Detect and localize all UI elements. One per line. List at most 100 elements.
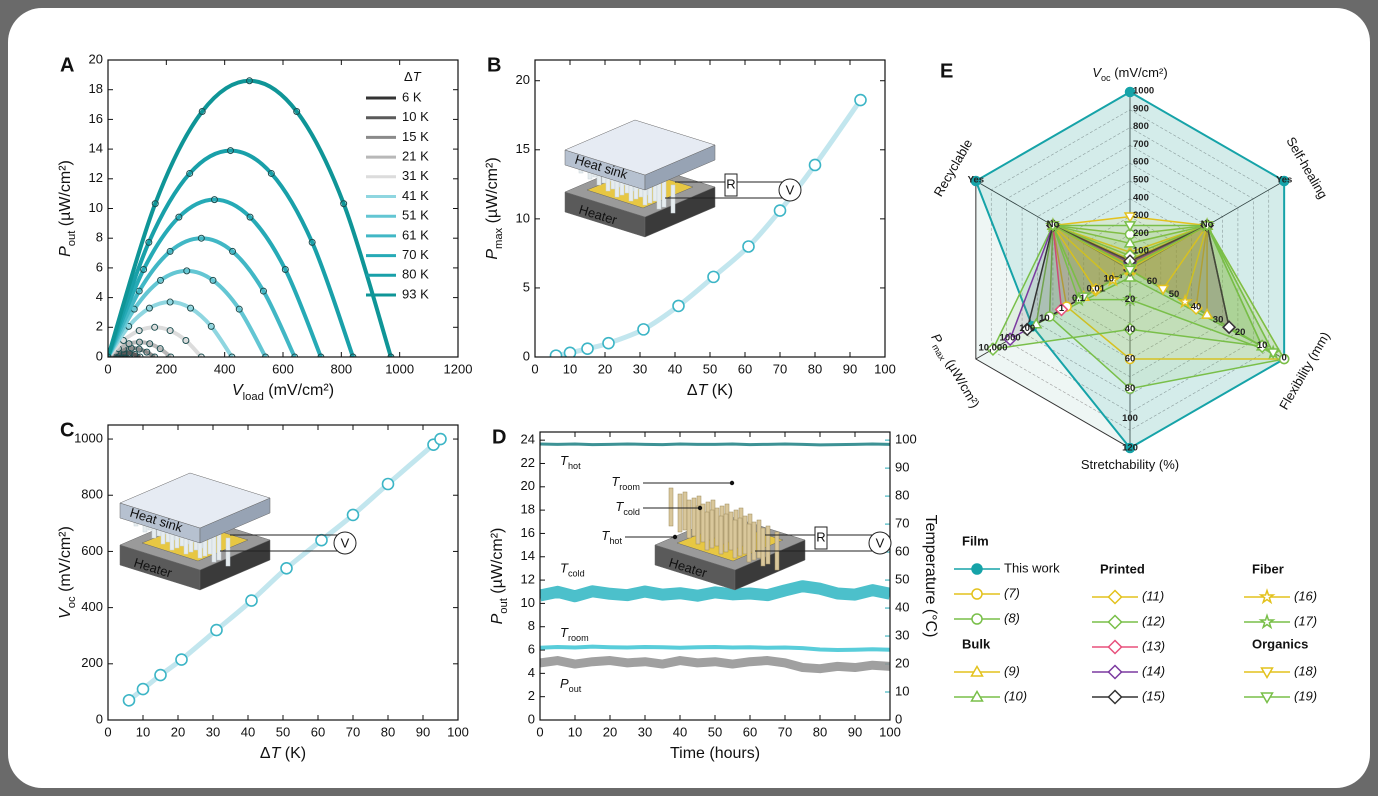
legend-marker [972,614,982,624]
radar-tick-label: 80 [1125,383,1136,394]
radar-tick-label: Yes [1276,175,1292,186]
y-tick-label: 20 [89,51,103,66]
y2-axis-label: Temperature (°C) [922,515,939,638]
y2-tick-label: 10 [895,683,909,698]
point [246,595,257,606]
x-tick-label: 20 [171,724,185,739]
x-tick-label: 70 [778,724,792,739]
legend-label: 61 K [402,227,429,242]
point [124,695,135,706]
y-tick-label: 18 [521,502,535,517]
radar-tick-label: 0.01 [1086,283,1105,294]
x-axis-label-part: Δ [687,382,698,399]
radar-tick-label: 40 [1125,324,1136,335]
y-tick-label: 14 [521,548,535,563]
radar-tick-label: No [1201,219,1214,230]
legend-label: 70 K [402,247,429,262]
panel-letter: D [492,426,506,448]
y-axis-label-part: P [489,613,506,624]
pillar [692,498,696,536]
radar-axis-label-part: oc [1101,74,1111,84]
x-tick-label: 100 [879,724,901,739]
legend-label: 93 K [402,286,429,301]
legend-label: 80 K [402,267,429,282]
trace [540,444,890,445]
point [603,338,614,349]
x-tick-label: 80 [808,361,822,376]
point [348,509,359,520]
y-axis-label-part: P [57,246,74,257]
radar-tick-label: 400 [1133,192,1149,203]
y-tick-label: 8 [528,618,535,633]
x-tick-label: 50 [276,724,290,739]
legend-label: (8) [1004,610,1020,625]
legend-label: (10) [1004,688,1027,703]
legend-group-title: Organics [1252,636,1308,651]
pillar [766,526,770,564]
point [743,241,754,252]
y-tick-label: 0 [528,711,535,726]
y-tick-label: 15 [516,141,530,156]
y2-tick-label: 90 [895,460,909,475]
radar-tick-label: 800 [1133,121,1149,132]
radar-tick-label: 0 [1282,353,1287,364]
x-tick-label: 40 [668,361,682,376]
legend-group-title: Bulk [962,636,991,651]
radar-tick-label: 10⁻³ [1103,273,1122,284]
x-tick-label: 10 [136,724,150,739]
x-tick-label: 0 [536,724,543,739]
x-axis-label-part: (K) [707,382,733,399]
x-tick-label: 90 [843,361,857,376]
radar-axis-label-part: (mV/cm²) [1111,66,1168,81]
pillar [738,518,742,556]
radar-tick-label: 600 [1133,157,1149,168]
y-axis-label-part: (µW/cm²) [57,160,74,231]
y-tick-label: 6 [528,641,535,656]
legend-title: ΔT [404,69,422,84]
pillar [671,185,675,213]
radar-tick-label: 20 [1125,294,1136,305]
point [383,479,394,490]
y2-tick-label: 50 [895,571,909,586]
radar-tick-label: 30 [1213,314,1224,325]
panel-letter: C [60,419,74,441]
y-tick-label: 24 [521,432,535,447]
y-tick-label: 10 [521,595,535,610]
y-tick-label: 4 [96,289,103,304]
y-axis-label-part: (mV/cm²) [57,526,74,596]
point [582,343,593,354]
probe-dot [698,506,702,510]
radar-tick-label: 100 [1133,246,1149,257]
legend-label: (13) [1142,638,1165,653]
pillar [752,522,756,560]
x-tick-label: 1000 [385,361,414,376]
pillar [729,512,733,550]
y-tick-label: 0 [96,711,103,726]
pillar [715,508,719,546]
point [176,654,187,665]
point [708,271,719,282]
legend-label: 41 K [402,188,429,203]
panel-letter: B [487,54,501,76]
y-tick-label: 1000 [74,430,103,445]
radar-tick-label: 60 [1125,354,1136,365]
legend-label: (15) [1142,688,1165,703]
y2-tick-label: 30 [895,627,909,642]
probe-label-part: cold [623,507,640,517]
y-tick-label: 16 [521,525,535,540]
y2-tick-label: 80 [895,488,909,503]
x-tick-label: 30 [206,724,220,739]
y2-tick-label: 20 [895,655,909,670]
radar-tick-label: 1000 [1133,86,1154,97]
y-tick-label: 10 [89,200,103,215]
y-tick-label: 10 [516,210,530,225]
x-tick-label: 400 [214,361,236,376]
radar-tick-label: 0.1 [1072,293,1086,304]
legend-title-part: T [413,69,422,84]
pillar [701,504,705,542]
radar-tick-label: 10 [1257,340,1268,351]
pillar [678,494,682,532]
y-tick-label: 8 [96,230,103,245]
figure: A02004006008001000120002468101214161820V… [0,0,1378,796]
point [281,563,292,574]
